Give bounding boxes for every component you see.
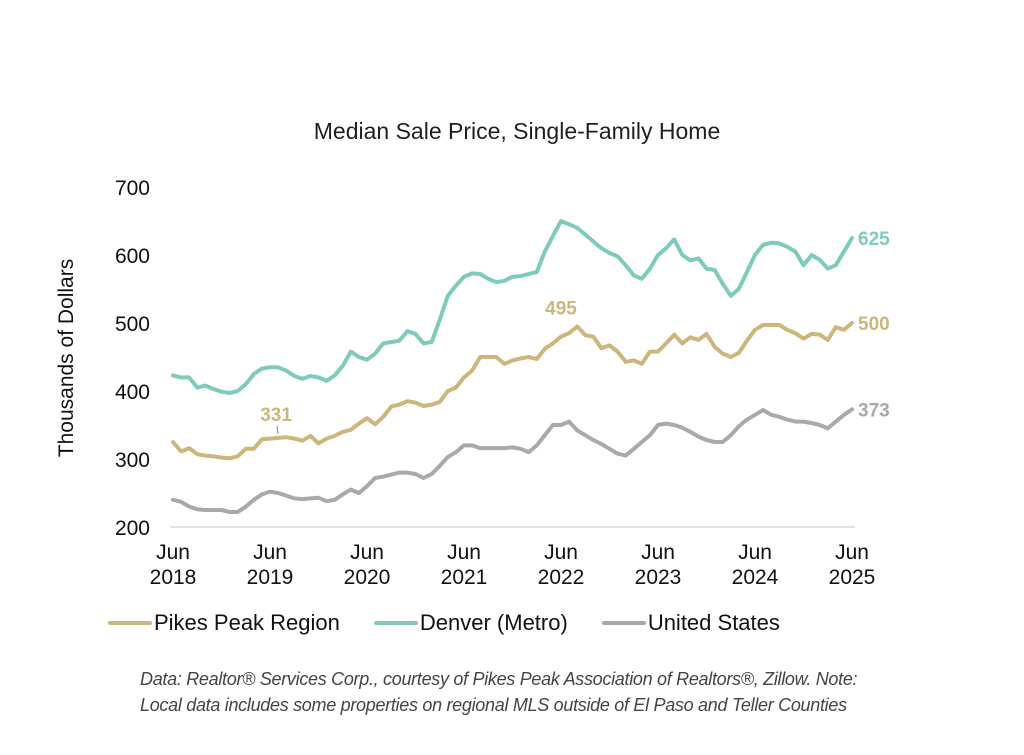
x-tick-label-month: Jun: [544, 541, 578, 564]
legend-label: Pikes Peak Region: [154, 610, 340, 635]
x-tick-label-month: Jun: [641, 541, 675, 564]
y-tick-label: 600: [115, 245, 150, 268]
y-tick-label: 700: [115, 177, 150, 200]
series-line-united-states: [171, 407, 854, 514]
legend-label: Denver (Metro): [419, 610, 568, 635]
x-tick-label-year: 2023: [635, 566, 682, 589]
source-footnote: Data: Realtor® Services Corp., courtesy …: [140, 669, 858, 715]
y-tick-label: 300: [115, 449, 150, 472]
legend-label: United States: [647, 610, 780, 635]
legend-item-denver: Denver (Metro): [373, 610, 568, 636]
y-tick-label: 400: [115, 381, 150, 404]
x-tick-label-month: Jun: [350, 541, 384, 564]
x-tick-label-year: 2024: [732, 566, 779, 589]
x-tick-label-month: Jun: [447, 541, 481, 564]
annotation-label: 331: [260, 405, 292, 426]
annotation-label: 495: [545, 299, 577, 320]
legend-swatch: [373, 621, 418, 625]
x-tick-label-month: Jun: [738, 541, 772, 564]
series-line-pikes-peak-region: [171, 321, 854, 461]
legend-item-pikes-peak: Pikes Peak Region: [108, 610, 340, 636]
series-end-label: 625: [858, 229, 890, 250]
x-tick-label-month: Jun: [253, 541, 287, 564]
x-tick-label-year: 2018: [150, 566, 197, 589]
chart-legend: Pikes Peak Region Denver (Metro) United …: [108, 610, 814, 636]
annotation-leader-line: [276, 425, 279, 434]
x-tick-label-year: 2019: [247, 566, 294, 589]
x-tick-label-month: Jun: [156, 541, 190, 564]
x-tick-label-year: 2025: [829, 566, 876, 589]
chart-title: Median Sale Price, Single-Family Home: [314, 118, 721, 144]
legend-swatch: [601, 621, 646, 625]
x-tick-label-year: 2021: [441, 566, 488, 589]
legend-item-united-states: United States: [601, 610, 780, 636]
legend-swatch: [108, 621, 152, 625]
series-line-denver-metro: [171, 219, 854, 395]
y-tick-label: 500: [115, 313, 150, 336]
y-tick-label: 200: [115, 517, 150, 540]
series-end-label: 500: [858, 314, 890, 335]
x-tick-label-year: 2022: [538, 566, 585, 589]
x-tick-label-month: Jun: [835, 541, 869, 564]
x-tick-label-year: 2020: [344, 566, 391, 589]
series-end-label: 373: [858, 400, 890, 421]
line-chart: Median Sale Price, Single-Family Home Th…: [55, 118, 890, 589]
y-axis-label: Thousands of Dollars: [55, 259, 78, 457]
